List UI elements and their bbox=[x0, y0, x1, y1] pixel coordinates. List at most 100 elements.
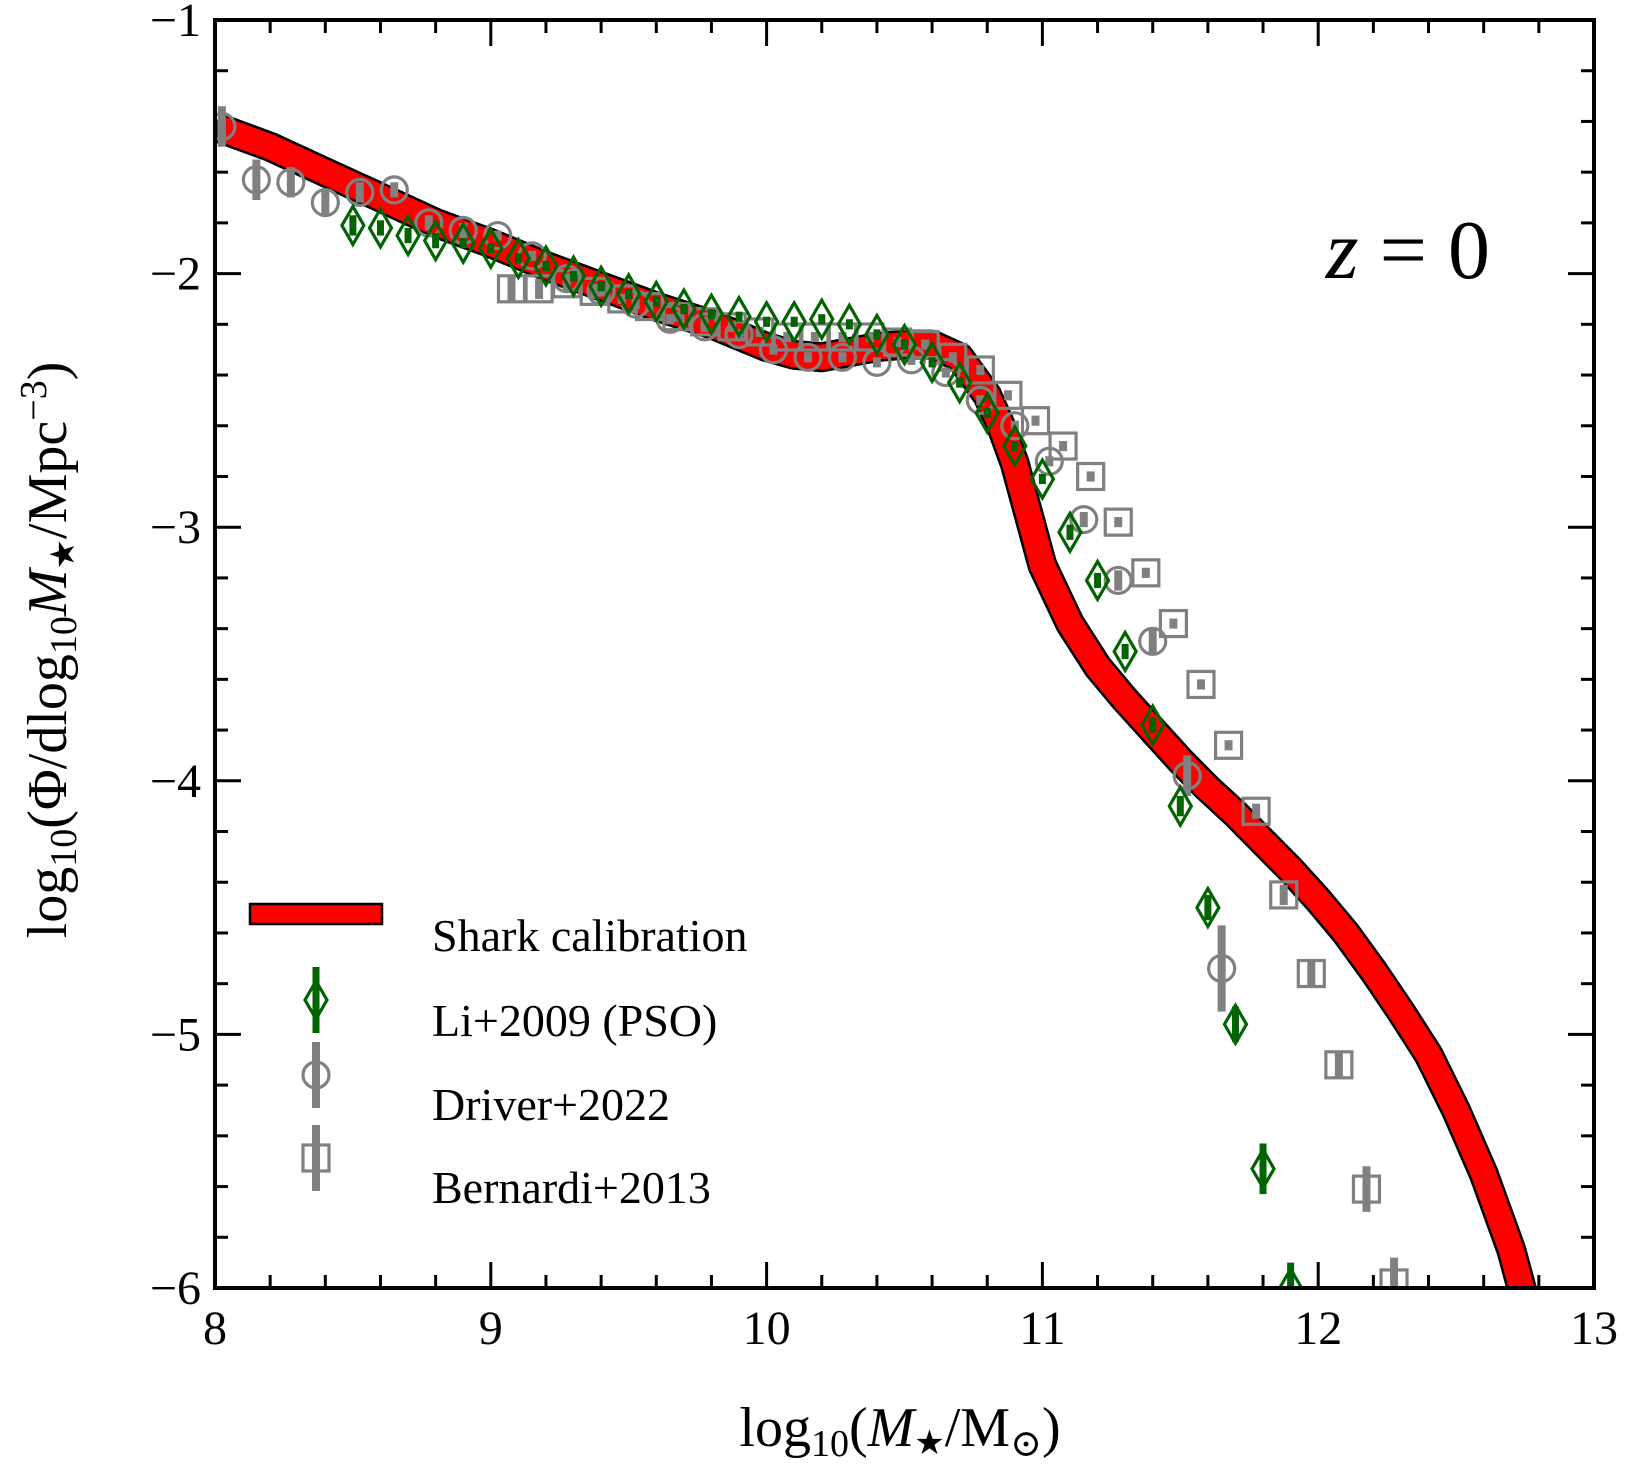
li-2009-pso-point-marker bbox=[533, 243, 559, 289]
driver-2022-point-marker bbox=[276, 167, 306, 197]
li-2009-pso-point bbox=[836, 302, 863, 347]
li-2009-pso-point-marker bbox=[836, 302, 863, 347]
li-2009-pso-point-marker bbox=[1112, 629, 1138, 674]
li-2009-pso-point bbox=[340, 203, 366, 248]
bernardi-2013-point bbox=[1076, 461, 1106, 492]
driver-2022-point-marker bbox=[931, 357, 961, 388]
x-tick-labels: 8 9 10 11 12 13 bbox=[203, 1302, 1618, 1355]
legend-swatch-bernardi2013-marker bbox=[301, 1143, 331, 1173]
li-2009-pso-point-marker bbox=[1139, 702, 1166, 748]
li-2009-pso-point bbox=[698, 291, 725, 337]
li-2009-pso-point bbox=[643, 279, 670, 324]
y-tick-label: −2 bbox=[150, 248, 201, 301]
bernardi-2013-point-marker bbox=[993, 380, 1023, 410]
bernardi-2013-point bbox=[1241, 796, 1271, 826]
bernardi-2013-point bbox=[1379, 1257, 1409, 1288]
li-2009-pso-point bbox=[588, 264, 614, 309]
bernardi-2013-point bbox=[1186, 669, 1216, 700]
plot-frame bbox=[213, 18, 1596, 1290]
driver-2022-point bbox=[1207, 925, 1237, 1012]
bernardi-2013-point-marker bbox=[1213, 730, 1244, 760]
driver-2022-point-marker bbox=[689, 312, 720, 342]
li-2009-pso-point bbox=[615, 271, 642, 317]
bernardi-2013-point-marker bbox=[1296, 958, 1326, 989]
bernardi-2013-point-marker bbox=[1103, 507, 1133, 537]
x-tick-label: 10 bbox=[743, 1302, 791, 1355]
li-2009-pso-point-marker bbox=[1167, 783, 1194, 829]
li-2009-pso-point bbox=[1029, 456, 1056, 502]
li-2009-pso-point-marker bbox=[974, 390, 1001, 436]
legend-swatches bbox=[248, 902, 384, 1191]
driver-2022-point-marker bbox=[793, 342, 823, 372]
legend-swatch-li2009 bbox=[303, 967, 329, 1033]
li-2009-pso-point-marker bbox=[726, 294, 752, 339]
bernardi-2013-point-marker bbox=[1186, 669, 1216, 700]
li-2009-pso-point bbox=[671, 286, 697, 332]
legend-swatch-driver2022-marker bbox=[301, 1060, 331, 1090]
driver-2022-point bbox=[1172, 755, 1202, 797]
y-tick-label: −6 bbox=[150, 1262, 201, 1315]
li-2009-pso-point bbox=[1195, 885, 1221, 930]
bernardi-2013-point bbox=[1158, 608, 1189, 639]
driver-2022-point-marker bbox=[1207, 953, 1237, 984]
li-2009-pso-point-marker bbox=[615, 271, 642, 317]
li-2009-pso-point-marker bbox=[477, 226, 504, 271]
driver-2022-point-marker bbox=[379, 175, 409, 205]
driver-2022-point bbox=[793, 342, 823, 372]
legend-swatch-li2009-marker bbox=[303, 977, 329, 1023]
li-2009-pso-point-marker bbox=[643, 279, 670, 324]
li-2009-pso-point bbox=[560, 253, 587, 299]
legend-label-li2009: Li+2009 (PSO) bbox=[432, 995, 717, 1046]
li-2009-pso-point bbox=[891, 322, 918, 367]
li-2009-pso-point-marker bbox=[450, 220, 477, 266]
driver-2022-point bbox=[1103, 565, 1133, 596]
driver-2022-point-marker bbox=[552, 264, 582, 294]
bernardi-2013-point bbox=[1324, 1050, 1354, 1080]
li-2009-pso-point-marker bbox=[1195, 885, 1221, 930]
driver-2022-point-marker bbox=[758, 335, 789, 365]
bernardi-2013-point bbox=[496, 274, 527, 304]
li-2009-pso-point-marker bbox=[671, 286, 697, 332]
li-2009-pso-point-marker bbox=[367, 205, 394, 251]
driver-2022-point-marker bbox=[345, 177, 375, 208]
li-2009-pso-point-marker bbox=[753, 299, 780, 344]
li-2009-pso-point bbox=[505, 236, 532, 281]
li-2009-pso-point bbox=[919, 340, 945, 385]
li-2009-pso-point-marker bbox=[1222, 1002, 1249, 1047]
shark-band-fill bbox=[215, 114, 1535, 1288]
driver-2022-point-marker bbox=[1000, 411, 1030, 441]
li-2009-pso-point-marker bbox=[698, 291, 725, 337]
driver-2022-point bbox=[310, 187, 340, 218]
y-tick-label: −5 bbox=[150, 1008, 201, 1061]
li-2009-pso-point bbox=[1167, 783, 1194, 829]
shark-calibration-band bbox=[215, 112, 1538, 1288]
bernardi-2013-point bbox=[993, 380, 1023, 410]
data-points bbox=[215, 106, 1409, 1288]
li-2009-pso-point bbox=[781, 299, 808, 344]
li-2009-pso-point bbox=[1250, 1143, 1276, 1195]
li-2009-pso-point-marker bbox=[1057, 510, 1083, 555]
legend: Shark calibration Li+2009 (PSO) Driver+2… bbox=[248, 902, 748, 1213]
li-2009-pso-point bbox=[1057, 510, 1083, 555]
bernardi-2013-point bbox=[1269, 880, 1299, 910]
x-tick-label: 9 bbox=[479, 1302, 503, 1355]
li-2009-pso-point-marker bbox=[919, 340, 945, 385]
driver-2022-point-marker bbox=[241, 165, 271, 195]
bernardi-2013-point bbox=[1351, 1166, 1382, 1212]
driver-2022-point bbox=[276, 167, 306, 198]
bernardi-2013-point-marker bbox=[1020, 406, 1051, 436]
y-axis-title: log10(Φ/dlog10M★/Mpc−3) bbox=[13, 362, 85, 939]
driver-2022-point-marker bbox=[310, 187, 340, 218]
driver-2022-point bbox=[827, 342, 858, 372]
li-2009-pso-point-marker bbox=[422, 218, 449, 263]
bernardi-2013-point-marker bbox=[1131, 558, 1161, 588]
redshift-annotation: z = 0 bbox=[1325, 204, 1490, 297]
legend-swatch-shark bbox=[248, 902, 384, 926]
x-axis-title: log10(M★/M⊙) bbox=[739, 1397, 1060, 1465]
li-2009-pso-point bbox=[726, 294, 752, 339]
bernardi-2013-point-marker bbox=[1351, 1174, 1382, 1204]
li-2009-pso-point bbox=[946, 360, 973, 405]
y-tick-label: −3 bbox=[150, 501, 201, 554]
driver-2022-point bbox=[931, 357, 961, 388]
